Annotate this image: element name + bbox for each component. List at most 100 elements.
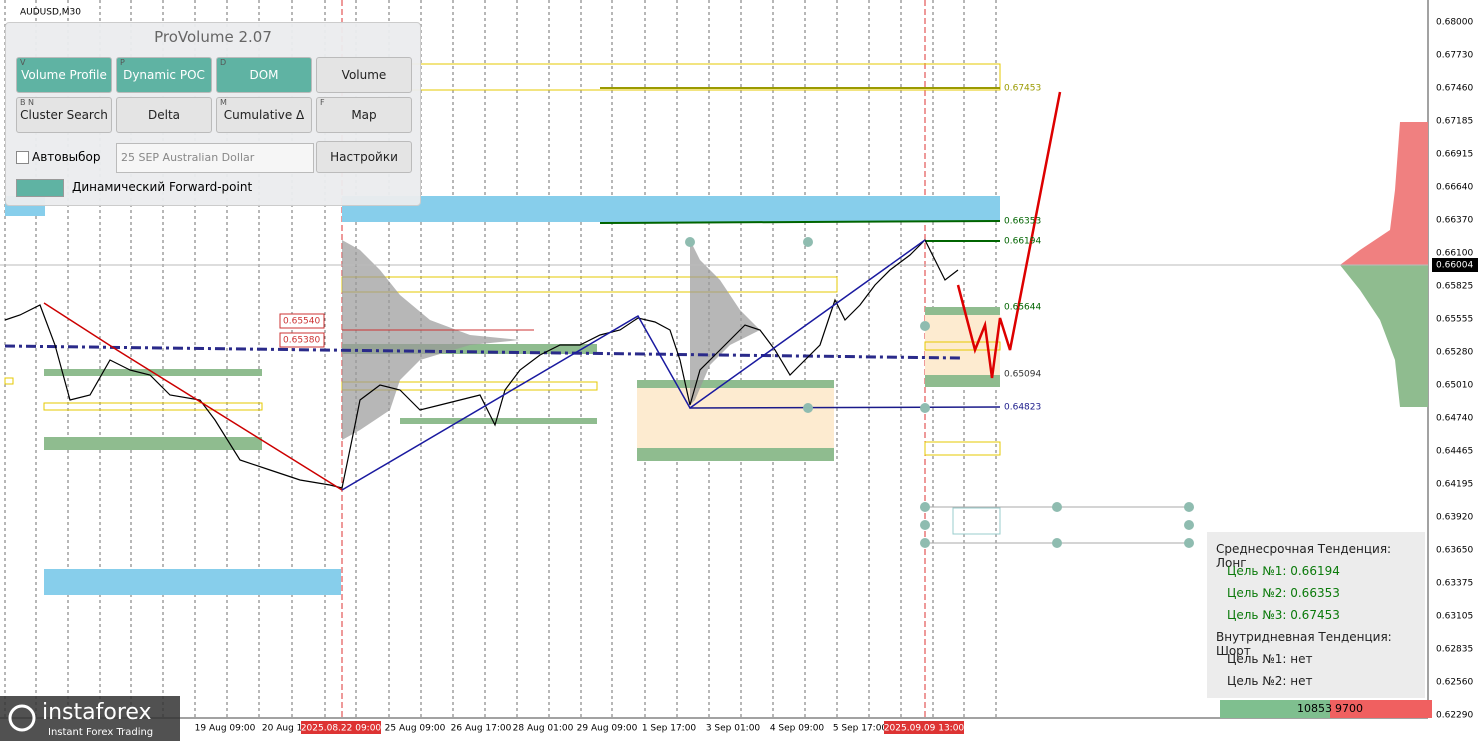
info-box: Среднесрочная Тенденция: Лонг Цель №1: 0.… (1207, 532, 1425, 698)
button-label: DOM (249, 68, 279, 82)
volume-profile-buy (1340, 265, 1428, 407)
price-label: 0.64740 (1436, 414, 1473, 424)
price-label: 0.66100 (1436, 249, 1473, 259)
button-key: P (120, 58, 125, 67)
anchor-points (685, 237, 1194, 548)
time-label: 19 Aug 09:00 (195, 724, 256, 734)
panel-button[interactable]: Dynamic POC P (116, 57, 212, 93)
logo-bg (0, 696, 180, 741)
panel-button[interactable]: Volume Profile V (16, 57, 112, 93)
sell-volume: 9700 (1335, 702, 1363, 715)
button-key: M (220, 98, 227, 107)
price-label: 0.66640 (1436, 183, 1473, 193)
panel-button[interactable]: Volume (316, 57, 412, 93)
info-line: Внутридневная Тенденция: Шорт (1216, 630, 1392, 658)
price-label: 0.66915 (1436, 150, 1473, 160)
checkbox[interactable] (16, 151, 29, 164)
price-label: 0.63920 (1436, 513, 1473, 523)
red-level: 0.65380 (283, 336, 320, 346)
current-price: 0.66004 (1436, 261, 1473, 271)
button-key: V (20, 58, 26, 67)
buy-volume: 10853 (1297, 702, 1332, 715)
volume-profile-sell (1340, 122, 1428, 265)
time-label: 20 Aug 17 (262, 724, 308, 734)
panel-button[interactable]: Delta (116, 97, 212, 133)
info-line: Цель №2: нет (1227, 674, 1313, 688)
price-label: 0.65010 (1436, 381, 1473, 391)
trend-line (43, 302, 343, 491)
volume-profile (342, 240, 520, 440)
button-key: F (320, 98, 325, 107)
price-label: 0.67730 (1436, 51, 1473, 61)
zone (44, 569, 341, 595)
checkbox-label: Автовыбор (32, 150, 101, 164)
price-label: 0.63650 (1436, 546, 1473, 556)
button-key: D (220, 58, 227, 67)
time-marker: 2025.08.22 09:00 (301, 724, 382, 734)
time-label: 29 Aug 09:00 (577, 724, 638, 734)
level-line (599, 220, 1001, 224)
button-label: Cumulative Δ (223, 108, 305, 122)
price-label: 0.62560 (1436, 678, 1473, 688)
info-line: Среднесрочная Тенденция: Лонг (1216, 542, 1392, 570)
price-label: 0.65555 (1436, 315, 1473, 325)
price-axis-bg (1428, 0, 1480, 741)
time-label: 5 Sep 17:00 (833, 724, 888, 734)
level-label: 0.67453 (1004, 84, 1041, 94)
button-label: Cluster Search (20, 108, 108, 122)
level-line (689, 406, 1001, 409)
logo-icon (8, 704, 36, 732)
price-label: 0.65825 (1436, 282, 1473, 292)
zone (342, 196, 1000, 222)
info-line: Цель №1: 0.66194 (1227, 564, 1340, 578)
price-label: 0.67460 (1436, 84, 1473, 94)
toggle-label: Динамический Forward-point (72, 180, 253, 194)
price-label: 0.65280 (1436, 348, 1473, 358)
price-label: 0.68000 (1436, 18, 1473, 28)
panel-button[interactable]: DOM D (216, 57, 312, 93)
price-label: 0.64465 (1436, 447, 1473, 457)
time-marker-box (301, 721, 381, 734)
logo-tagline: Instant Forex Trading (48, 727, 153, 738)
button-label: Delta (147, 108, 180, 122)
info-line: Цель №1: нет (1227, 652, 1313, 666)
info-line: Цель №2: 0.66353 (1227, 586, 1340, 600)
sell-volume-bar (1330, 700, 1432, 718)
volume-profile (690, 240, 760, 405)
price-label: 0.63375 (1436, 579, 1473, 589)
price-label: 0.64195 (1436, 480, 1473, 490)
panel-button[interactable]: Cluster Search B N (16, 97, 112, 133)
panel-title: ProVolume 2.07 (154, 28, 272, 46)
info-line: Цель №3: 0.67453 (1227, 608, 1340, 622)
settings-button[interactable]: Настройки (316, 141, 412, 173)
red-level-box (279, 332, 325, 348)
time-label: 4 Sep 09:00 (770, 724, 825, 734)
price-line (4, 238, 959, 489)
toggle[interactable] (16, 179, 64, 197)
provolume-panel: ProVolume 2.07 Volume Profile V Dynamic PO… (5, 22, 421, 206)
trend-line (341, 239, 926, 491)
poc-line (4, 344, 961, 360)
level-label: 0.65094 (1004, 370, 1041, 380)
grid-box (925, 506, 1190, 544)
dropdown[interactable]: 25 SEP Australian Dollar (116, 143, 314, 173)
price-label: 0.67185 (1436, 117, 1473, 127)
time-label: 28 Aug 01:00 (513, 724, 574, 734)
time-label: 26 Aug 17:00 (451, 724, 512, 734)
price-label: 0.66370 (1436, 216, 1473, 226)
logo: instaforex (42, 700, 152, 725)
panel-button[interactable]: Map F (316, 97, 412, 133)
current-price-box (1432, 258, 1478, 272)
symbol: AUDUSD,M30 (20, 8, 81, 18)
price-label: 0.62835 (1436, 645, 1473, 655)
zone (637, 385, 834, 455)
time-label: 25 Aug 09:00 (385, 724, 446, 734)
level-label: 0.66194 (1004, 237, 1041, 247)
button-label: Map (351, 108, 377, 122)
button-label: Volume (341, 68, 387, 82)
level-label: 0.64823 (1004, 403, 1041, 413)
level-label: 0.65644 (1004, 303, 1041, 313)
button-label: Volume Profile (21, 68, 107, 82)
